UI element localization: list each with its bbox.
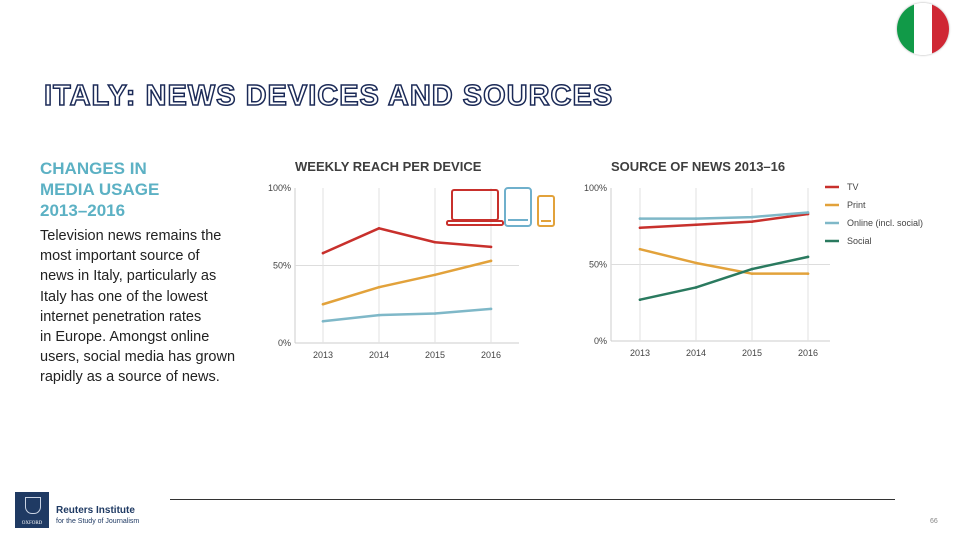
tablet-icon <box>504 187 532 227</box>
institute-subtitle: for the Study of Journalism <box>56 518 140 525</box>
series-line <box>321 259 493 306</box>
data-point <box>750 267 754 271</box>
data-point <box>321 251 325 255</box>
sidebar-heading: CHANGES IN MEDIA USAGE 2013–2016 <box>40 158 240 221</box>
chart-title: WEEKLY REACH PER DEVICE <box>295 159 482 174</box>
sidebar-body-line: most important source of <box>40 248 200 265</box>
sidebar-body-line: Italy has one of the lowest <box>40 288 208 305</box>
y-tick-label: 0% <box>278 338 291 348</box>
y-tick-label: 100% <box>584 183 607 193</box>
series-line <box>321 227 493 255</box>
weekly-reach-chart: WEEKLY REACH PER DEVICE 100% 50% 0% 2013 201… <box>268 159 555 360</box>
laptop-icon <box>446 189 504 226</box>
data-point <box>694 217 698 220</box>
data-point <box>489 259 493 263</box>
x-tick-label: 2013 <box>630 348 650 358</box>
data-point <box>433 273 437 277</box>
series-line <box>638 212 810 230</box>
sidebar-heading-line: 2013–2016 <box>40 201 126 220</box>
y-tick-label: 50% <box>273 261 291 271</box>
chart-title: SOURCE OF NEWS 2013–16 <box>611 159 785 174</box>
flag-red-band <box>931 3 949 55</box>
institute-name: Reuters Institute <box>56 505 135 516</box>
series-line <box>638 211 810 220</box>
sidebar-body-line: Television news remains the <box>40 228 222 244</box>
sidebar-heading-line: CHANGES IN <box>40 159 147 178</box>
data-point <box>638 226 642 230</box>
x-tick-label: 2016 <box>798 348 818 358</box>
sidebar-body-line: rapidly as a source of news. <box>40 369 220 386</box>
x-tick-label: 2014 <box>686 348 706 358</box>
series-line <box>638 255 810 301</box>
italy-flag-icon <box>897 3 949 55</box>
x-tick-label: 2014 <box>369 350 389 360</box>
legend-label: TV <box>847 182 859 192</box>
data-point <box>750 215 754 219</box>
data-point <box>377 227 381 230</box>
y-tick-label: 0% <box>594 336 607 346</box>
crest-label: OXFORD <box>21 521 43 526</box>
data-point <box>638 217 642 220</box>
data-point <box>433 312 437 315</box>
data-point <box>694 261 698 265</box>
x-tick-label: 2015 <box>742 348 762 358</box>
flag-green-band <box>897 3 915 55</box>
sidebar-body-line: users, social media has grown <box>40 349 236 366</box>
data-point <box>694 286 698 289</box>
x-tick-label: 2016 <box>481 350 501 360</box>
series-line <box>638 247 810 275</box>
data-point <box>433 240 437 244</box>
data-point <box>638 247 642 251</box>
series-line <box>321 307 493 323</box>
data-point <box>638 298 642 301</box>
page-number: 66 <box>930 518 938 525</box>
y-tick-label: 50% <box>589 260 607 270</box>
legend-label: Social <box>847 236 872 246</box>
data-point <box>321 302 325 306</box>
page-title: ITALY: NEWS DEVICES AND SOURCES <box>43 79 614 113</box>
chart-legend: TV Print Online (incl. social) Social <box>825 182 923 246</box>
data-point <box>377 285 381 289</box>
data-point <box>806 255 810 259</box>
x-tick-label: 2013 <box>313 350 333 360</box>
data-point <box>694 223 698 227</box>
data-point <box>377 313 381 317</box>
x-tick-label: 2015 <box>425 350 445 360</box>
data-point <box>489 307 493 311</box>
data-point <box>489 245 493 249</box>
sidebar-body-line: in Europe. Amongst online <box>40 329 210 346</box>
data-point <box>806 211 810 214</box>
legend-label: Print <box>847 200 866 210</box>
data-point <box>750 220 754 223</box>
sidebar-body-line: news in Italy, particularly as <box>40 268 217 285</box>
phone-icon <box>537 195 555 227</box>
legend-label: Online (incl. social) <box>847 218 923 228</box>
sidebar-body-line: internet penetration rates <box>40 308 202 325</box>
data-point <box>806 272 810 275</box>
sidebar-body: Television news remains the most importa… <box>40 226 255 388</box>
footer-divider <box>170 499 895 500</box>
shield-icon <box>25 497 41 514</box>
data-point <box>321 320 325 323</box>
data-point <box>750 272 754 275</box>
y-tick-label: 100% <box>268 183 291 193</box>
sidebar-heading-line: MEDIA USAGE <box>40 180 160 199</box>
flag-white-band <box>914 3 932 55</box>
source-of-news-chart: SOURCE OF NEWS 2013–16 100% 50% 0% 2013 2014… <box>584 159 923 358</box>
oxford-crest-logo: OXFORD <box>15 492 49 528</box>
